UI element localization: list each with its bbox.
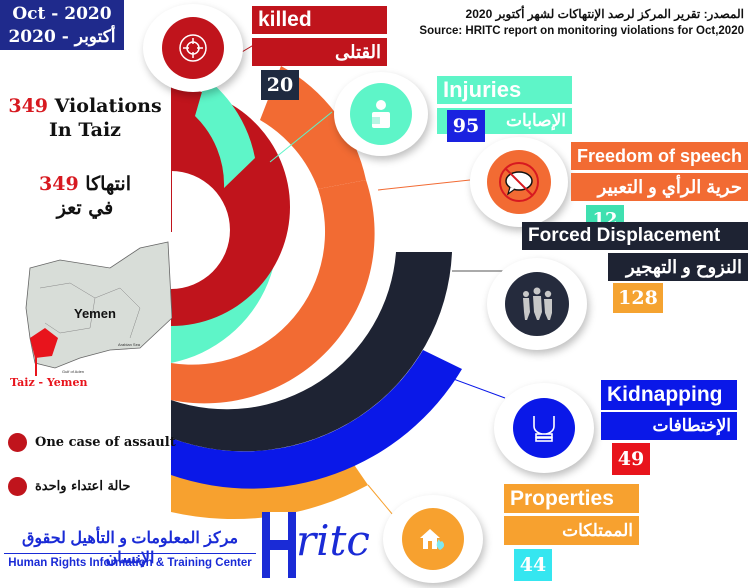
ring-displacement [171,252,452,452]
ring-kidnapping [171,350,462,489]
properties-icon-badge [383,495,483,583]
kidnapping-label-ar: الإختطافات [601,412,737,440]
source-ar: المصدر: تقرير المركز لرصد الإنتهاكات لشه… [465,7,744,21]
injuries-label-en: Injuries [437,76,572,104]
displacement-count: 128 [613,283,663,313]
org-divider [4,553,256,554]
map-location-label: Taiz - Yemen [10,376,88,389]
bound-hands-icon [513,398,575,458]
properties-label-en: Properties [504,484,639,513]
date-en: Oct - 2020 [12,4,112,24]
injured-person-icon [350,83,412,145]
org-name-en: Human Rights Information & Training Cent… [8,557,252,569]
title-en: 349 Violations In Taiz [8,95,162,141]
taiz-region [30,328,58,358]
displacement-label-en: Forced Displacement [522,222,748,250]
assault-dot-icon [8,433,27,452]
properties-count: 44 [514,549,552,581]
killed-label-en: killed [252,6,387,34]
injuries-icon-badge [334,72,428,156]
legend-en: One case of assault [8,433,176,452]
total-count: 349 [8,95,49,117]
svg-text:Arabian Sea: Arabian Sea [118,342,141,347]
legend-ar: حالة اعتداء واحدة [8,477,130,496]
displacement-icon-badge [487,258,587,350]
killed-label-ar: القتلى [252,38,387,66]
injuries-count: 95 [447,110,485,142]
hritc-logo: ritc [262,512,370,578]
displacement-label-ar: النزوح و التهجير [608,253,748,281]
properties-label-ar: الممتلكات [504,516,639,545]
speech-icon-badge [470,137,568,227]
killed-icon-badge [143,4,243,92]
kidnapping-count: 49 [612,443,650,475]
svg-text:Gulf of Aden: Gulf of Aden [62,369,84,374]
date-badge: Oct - 2020 2020 - أكتوبر [0,0,124,50]
displaced-people-icon [505,272,569,336]
speech-label-ar: حرية الرأي و التعبير [571,173,748,201]
speech-label-en: Freedom of speech [571,142,748,170]
date-ar: 2020 - أكتوبر [8,27,116,47]
ring-speech [171,180,375,404]
kidnapping-icon-badge [494,383,594,473]
yemen-map: Yemen Arabian Sea Gulf of Aden [25,241,172,376]
kidnapping-label-en: Kidnapping [601,380,737,410]
killed-count: 20 [261,70,299,100]
burning-house-icon [402,508,464,570]
title-ar: 349 انتهاكا في تعز [39,173,131,219]
assault-dot-icon [8,477,27,496]
source-en: Source: HRITC report on monitoring viola… [419,25,744,37]
source-note: المصدر: تقرير المركز لرصد الإنتهاكات لشه… [419,6,744,40]
crosshair-icon [162,17,224,79]
map-label-yemen: Yemen [74,306,116,321]
ring-killed [171,88,290,326]
no-speech-icon [487,150,551,214]
org-name-ar: مركز المعلومات و التأهيل لحقوق الإنسان [21,530,239,567]
